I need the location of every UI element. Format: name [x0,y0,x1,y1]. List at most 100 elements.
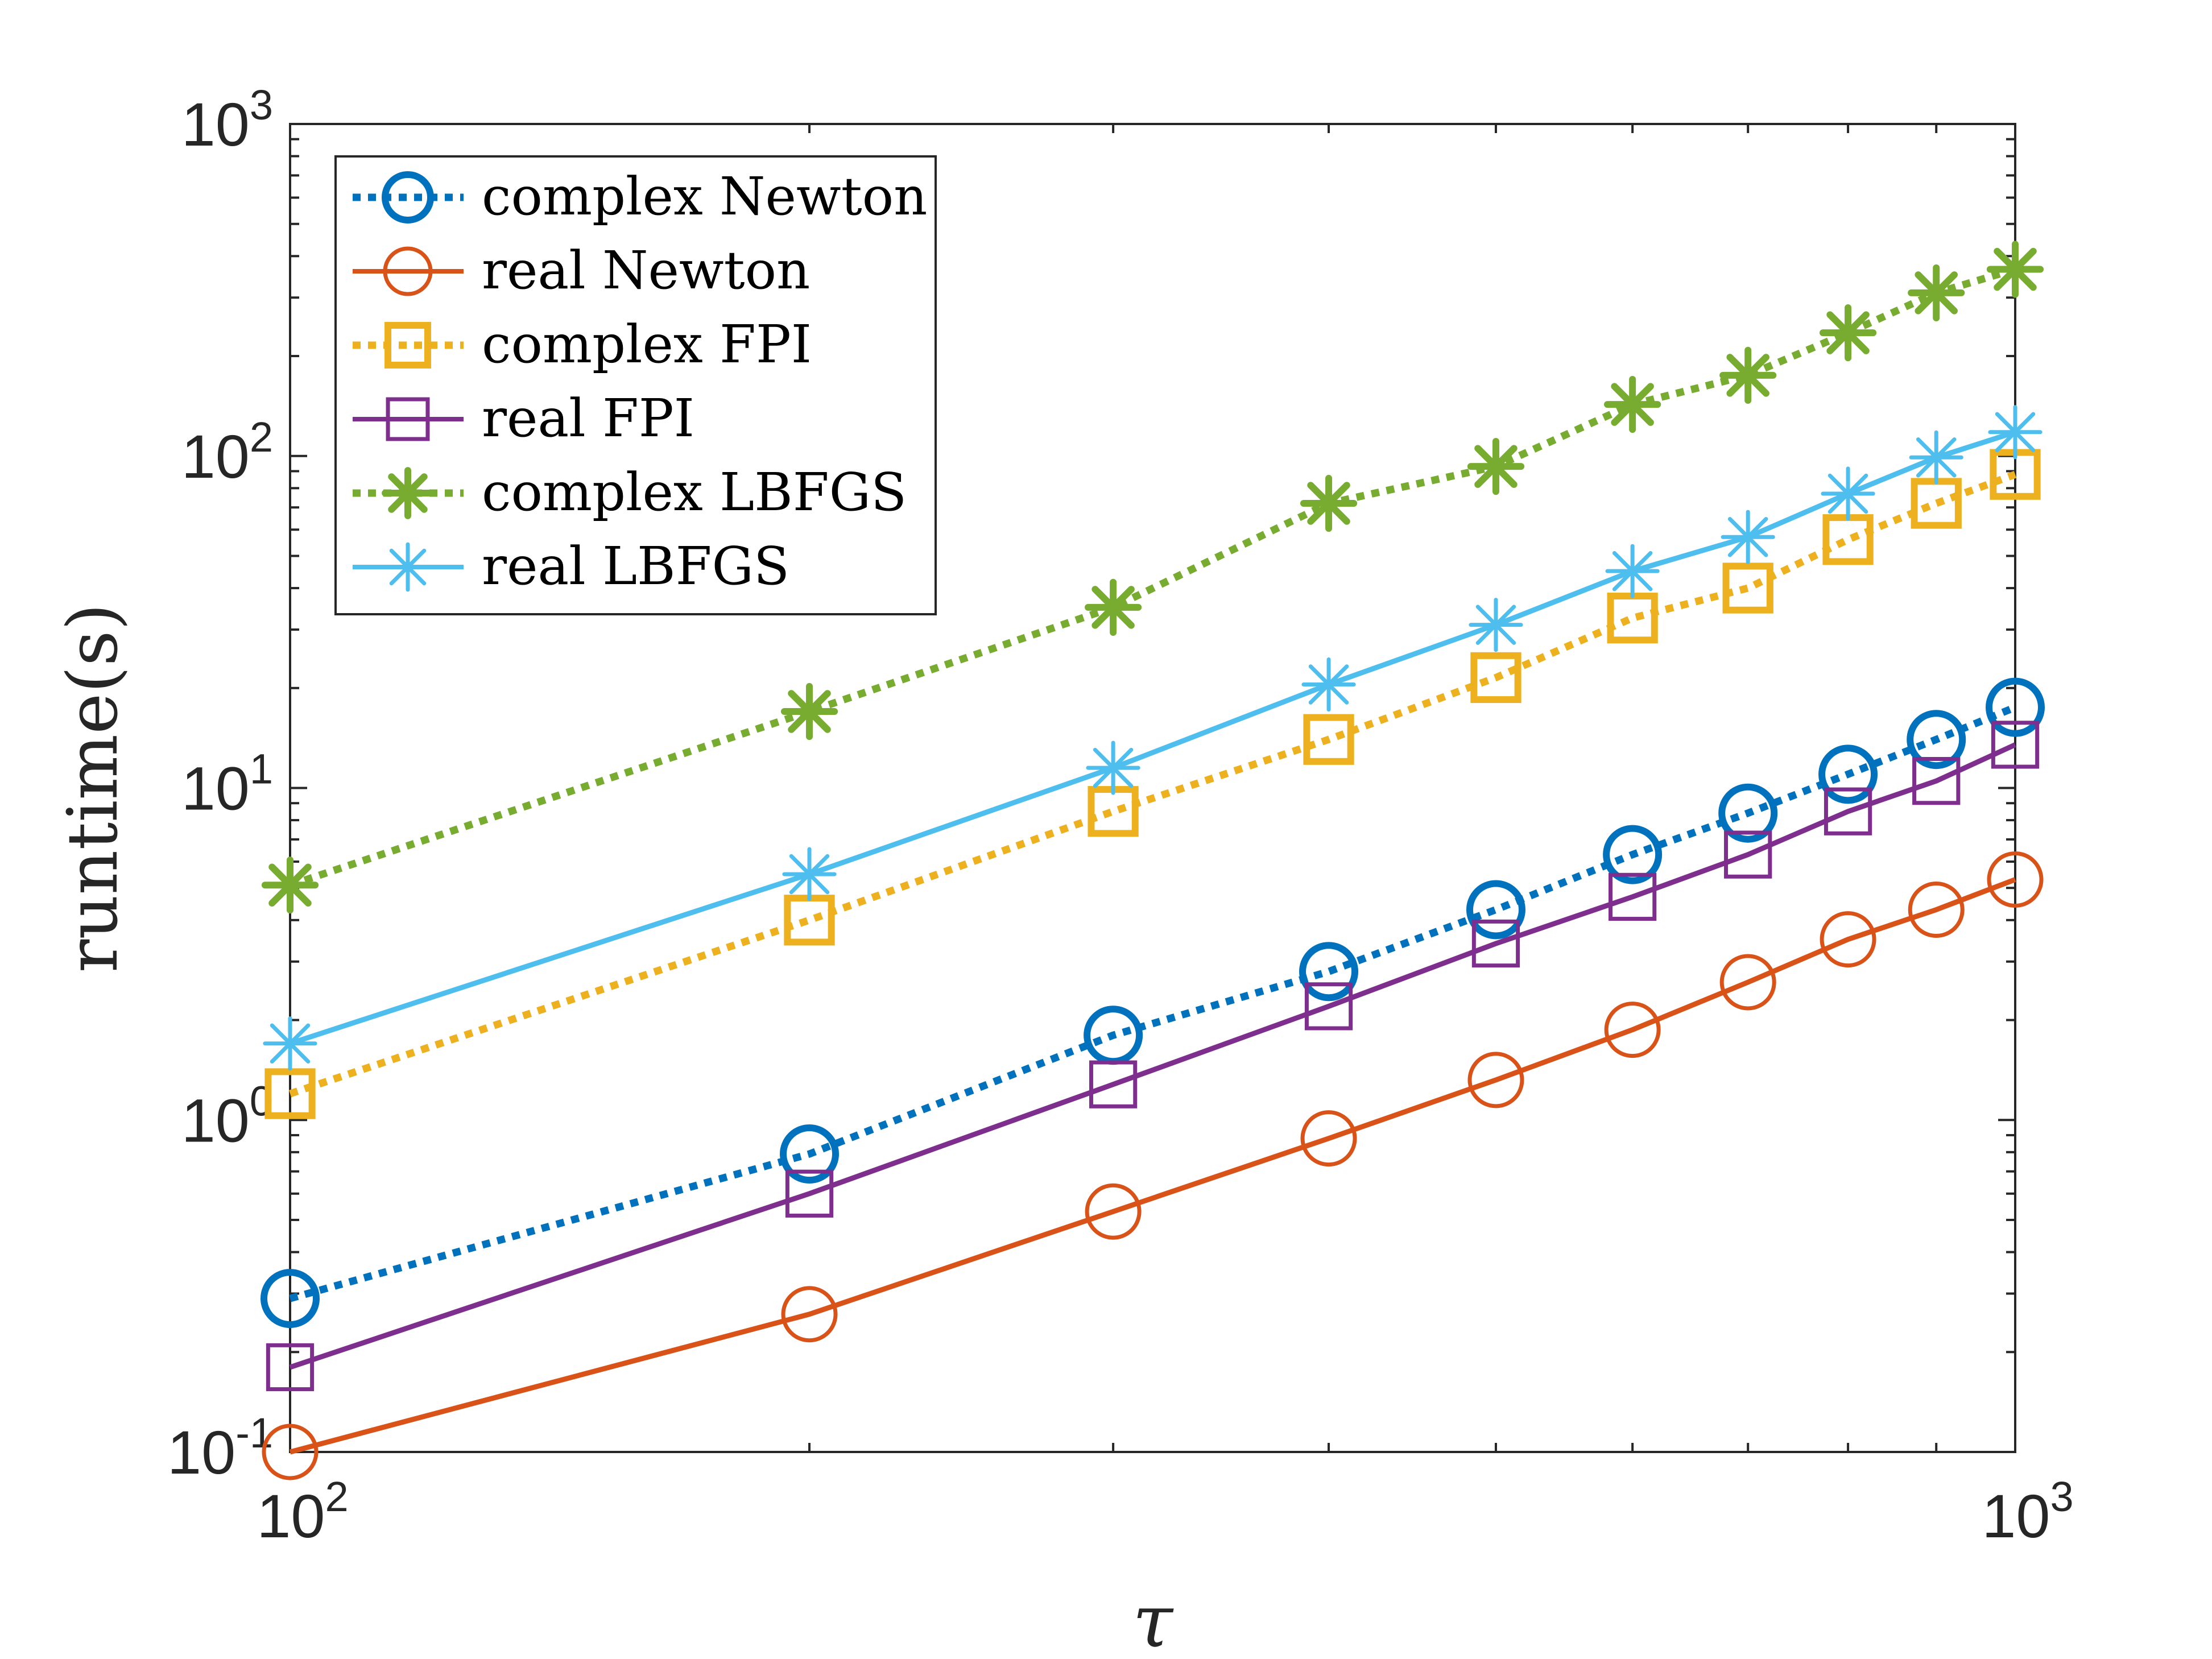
series-complex-fpi [264,449,2041,1119]
asterisk-stroke [1726,354,1769,397]
data-point-real-fpi [785,1169,834,1218]
data-point-real-newton [1085,1183,1142,1240]
series-real-newton [262,851,2044,1480]
asterisk-stroke [1826,311,1870,354]
legend-marker [383,542,433,592]
y-tick-label: 10-1 [167,1409,273,1487]
series-complex-lbfgs [261,241,2044,914]
legend-item-complex-lbfgs: complex LBFGS [353,462,907,523]
series-line-complex-newton [289,704,2017,1302]
legend-item-complex-newton: complex Newton [353,166,927,227]
legend-label: real LBFGS [482,536,789,597]
asterisk-stroke [1727,517,1768,557]
data-point-real-lbfgs [1605,544,1660,598]
data-point-real-newton [1987,851,2044,908]
asterisk-stroke [1611,383,1654,426]
data-point-complex-newton [1986,677,2045,737]
y-tick-label: 102 [181,413,273,491]
series-layer [261,241,2045,1480]
data-point-complex-lbfgs [1719,346,1777,404]
data-point-complex-lbfgs [1604,375,1661,433]
asterisk-stroke [388,473,428,513]
data-point-complex-newton [1299,942,1359,1002]
data-point-real-fpi [1912,756,1961,805]
asterisk-stroke [1828,473,1868,514]
asterisk-stroke [389,548,427,586]
series-line-complex-fpi [288,471,2017,1098]
y-tick-label: 100 [181,1077,273,1155]
tick-exponent: 2 [325,1473,348,1520]
data-point-real-fpi [1991,721,2040,769]
series-real-lbfgs [263,405,2043,1071]
data-point-complex-fpi [1303,714,1354,765]
asterisk-stroke [1475,605,1516,645]
data-point-real-lbfgs [782,847,837,901]
data-point-complex-lbfgs [1819,304,1877,362]
data-point-complex-lbfgs [1986,241,2044,298]
data-point-complex-fpi [1722,562,1773,614]
data-point-real-fpi [1304,982,1353,1031]
data-point-real-newton [1300,1110,1357,1167]
x-tick-label: 103 [1982,1473,2073,1550]
asterisk-stroke [1093,747,1134,788]
legend: complex Newton real Newton complex FPI real… [334,155,937,615]
data-point-real-newton [1467,1052,1524,1108]
tick-base: 10 [181,90,250,159]
tick-marks [289,123,2016,1453]
data-point-real-fpi [1724,830,1772,879]
legend-marker [382,171,434,224]
asterisk-stroke [789,854,830,895]
asterisk-stroke [1307,482,1350,525]
asterisk-stroke [268,863,312,907]
data-point-real-newton [1719,954,1776,1011]
data-point-complex-fpi [1470,652,1521,704]
series-line-real-newton [289,877,2016,1455]
asterisk-stroke [1994,247,2037,291]
asterisk-stroke [1308,664,1349,705]
legend-label: real FPI [482,388,694,449]
data-point-real-newton [1604,1002,1661,1058]
data-point-complex-newton [1818,744,1878,804]
data-point-real-lbfgs [1721,510,1775,564]
legend-label: complex LBFGS [482,462,907,523]
legend-item-real-fpi: real FPI [353,388,694,449]
tick-base: 10 [181,754,250,823]
data-point-real-lbfgs [263,1016,317,1071]
y-tick-label: 103 [181,81,273,159]
data-point-real-newton [1820,911,1876,968]
data-point-real-fpi [1608,872,1657,921]
x-tick-label: 102 [257,1473,348,1550]
asterisk-stroke [1612,551,1653,591]
tick-base: 10 [1982,1482,2050,1550]
series-complex-newton [261,677,2045,1329]
asterisk-stroke [788,690,831,733]
asterisk-stroke [270,1023,311,1064]
series-line-complex-lbfgs [288,266,2016,889]
asterisk-stroke [1915,271,1958,315]
data-point-complex-lbfgs [1085,578,1142,636]
tick-exponent: 2 [250,413,273,461]
legend-item-complex-fpi: complex FPI [353,314,812,375]
data-point-real-fpi [1824,787,1872,835]
data-point-real-lbfgs [1988,405,2043,460]
legend-marker [383,246,433,296]
tick-exponent: 3 [2050,1473,2073,1520]
y-axis-title: runtime(s) [52,603,133,973]
tick-exponent: 1 [250,746,273,793]
series-real-fpi [266,721,2040,1392]
legend-item-real-newton: real Newton [353,240,810,301]
data-point-complex-lbfgs [780,682,838,740]
data-point-real-newton [781,1286,838,1343]
data-point-complex-lbfgs [1300,474,1358,532]
asterisk-stroke [1916,437,1957,478]
data-point-real-fpi [1089,1060,1138,1108]
data-point-complex-newton [261,1269,320,1329]
y-tick-label: 101 [181,746,273,823]
series-line-real-fpi [289,742,2016,1370]
data-point-complex-lbfgs [1908,264,1965,322]
x-axis-title: τ [1132,1579,1174,1659]
data-point-real-newton [1908,881,1965,938]
